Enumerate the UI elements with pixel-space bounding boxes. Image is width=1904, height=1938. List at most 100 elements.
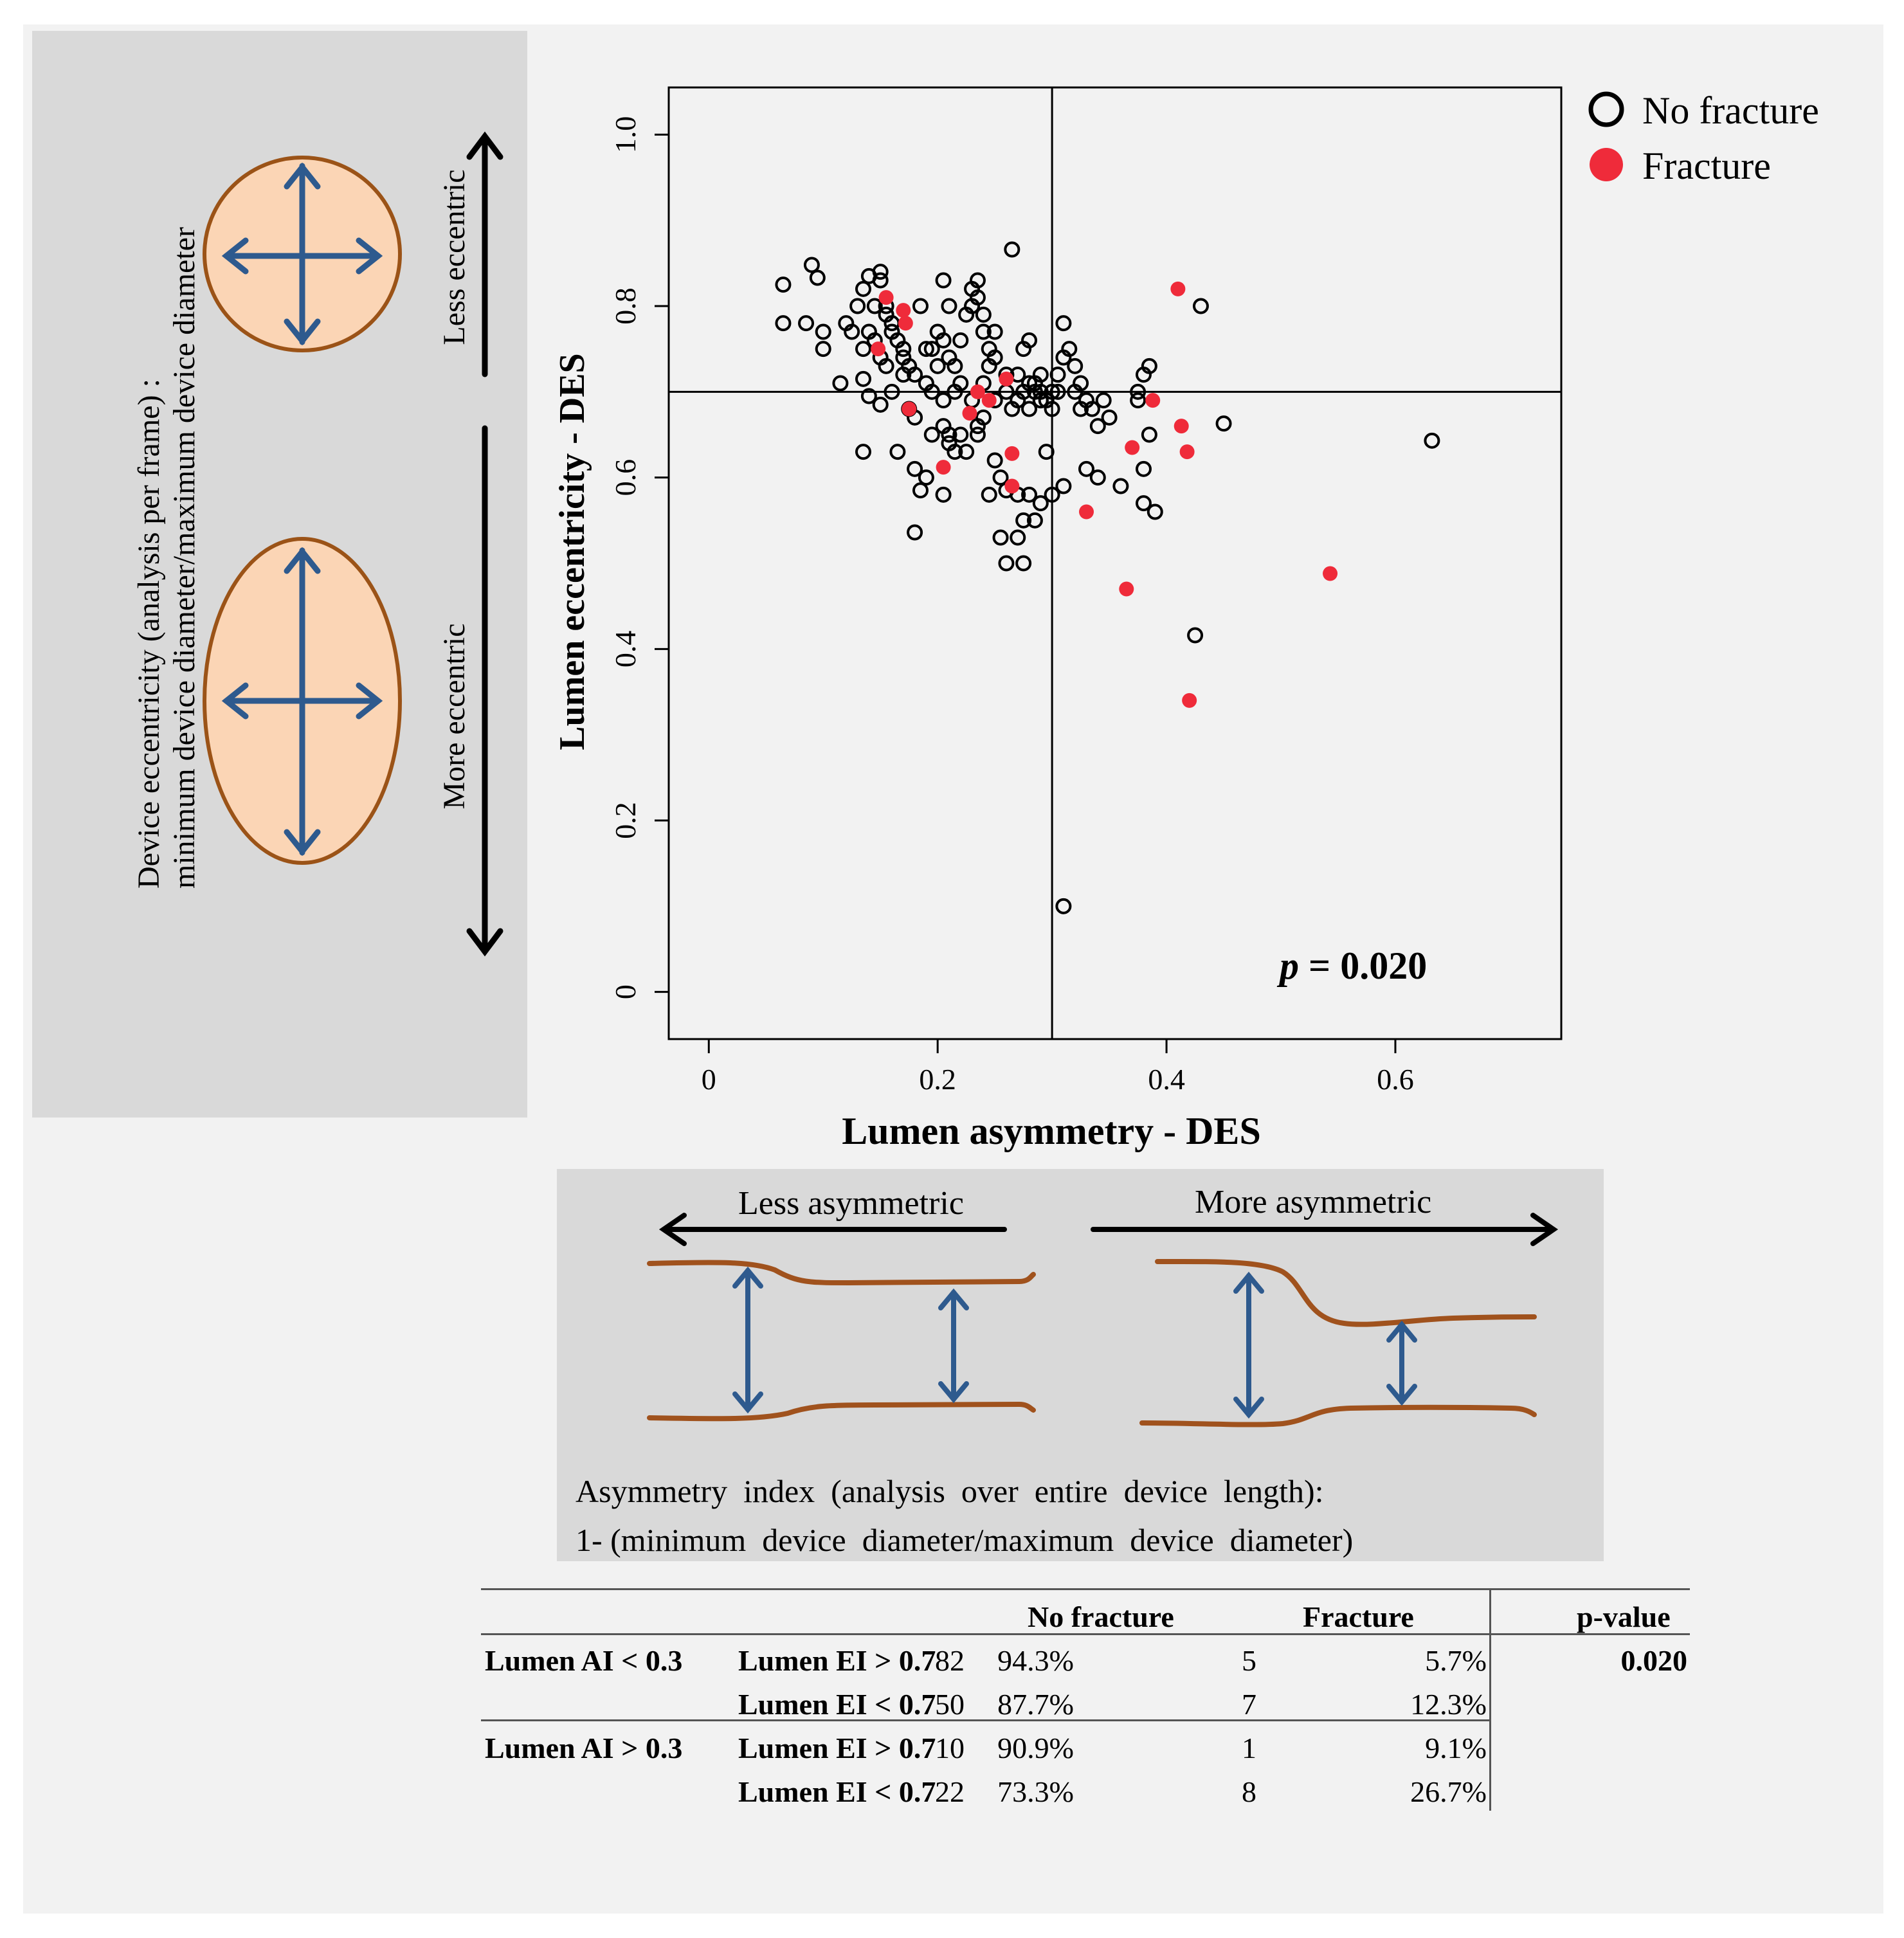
no-fracture-point (884, 383, 900, 400)
no-fracture-point (935, 486, 952, 503)
no-fracture-point (1026, 375, 1043, 392)
less-vessel-bottom-wall (647, 1401, 1036, 1422)
more-eccentric-arrow (466, 425, 503, 957)
y-tick-label: 0.8 (609, 287, 642, 325)
fracture-point (1174, 419, 1189, 434)
no-fracture-point (1055, 349, 1072, 366)
no-fracture-point (1026, 512, 1043, 529)
no-fracture-point (975, 409, 992, 426)
p-value: = 0.020 (1299, 945, 1428, 987)
no-fracture-point (1044, 486, 1060, 503)
x-tick-label: 0.4 (1148, 1063, 1185, 1096)
results-table: No fracture Fracture p-value Lumen AI < … (481, 1588, 1690, 1813)
legend-filled-circle (1590, 148, 1623, 181)
no-fracture-point (1032, 392, 1049, 409)
no-fracture-point (952, 375, 969, 392)
fracture-point (999, 371, 1014, 386)
fracture-point (1119, 581, 1134, 597)
less-asymmetric-arrow (658, 1213, 1007, 1246)
row4-sub: Lumen EI < 0.7 (738, 1775, 936, 1808)
less-eccentric-arrow (466, 131, 503, 377)
no-fracture-point (923, 341, 940, 358)
table-pvalue-divider (1489, 1588, 1491, 1811)
x-axis-title: Lumen asymmetry - DES (842, 1110, 1261, 1152)
y-tick-label: 0.2 (609, 802, 642, 839)
no-fracture-point (1135, 495, 1152, 512)
less-asymmetric-label: Less asymmetric (738, 1185, 964, 1222)
fracture-point (981, 393, 997, 408)
plot-frame (667, 86, 1563, 1040)
asymmetry-panel (557, 1169, 1604, 1561)
row4-nf-n: 22 (935, 1775, 965, 1808)
fracture-point (896, 303, 911, 318)
no-fracture-point (1010, 529, 1026, 546)
no-fracture-point (941, 426, 957, 443)
no-fracture-point (775, 276, 792, 293)
no-fracture-point (884, 323, 900, 340)
row1-group: Lumen AI < 0.3 (485, 1644, 683, 1677)
no-fracture-point (907, 460, 923, 477)
no-fracture-point (878, 358, 894, 374)
y-tick-label: 0.6 (609, 459, 642, 496)
no-fracture-point (832, 375, 849, 392)
vessel-walls (647, 1258, 1537, 1427)
no-fracture-point (1215, 415, 1232, 432)
no-fracture-point (986, 323, 1003, 340)
no-fracture-point (1089, 418, 1106, 435)
no-fracture-point (941, 298, 957, 314)
no-fracture-point (895, 341, 912, 358)
fracture-point (1004, 478, 1020, 494)
row4-nf-pct: 73.3% (997, 1775, 1074, 1808)
no-fracture-point (855, 341, 872, 358)
no-fracture-point (1021, 332, 1038, 349)
no-fracture-point (986, 452, 1003, 469)
legend-no-fracture: No fracture (1642, 89, 1819, 132)
no-fracture-point (952, 332, 969, 349)
row2-f-n: 7 (1242, 1688, 1256, 1721)
header-pvalue: p-value (1577, 1600, 1671, 1633)
table-group-rule (481, 1719, 1491, 1721)
p-value-annotation: p = 0.020 (1280, 944, 1498, 988)
fracture-point (878, 290, 894, 305)
fracture-point (1004, 446, 1020, 461)
row2-sub: Lumen EI < 0.7 (738, 1688, 936, 1721)
no-fracture-point (941, 349, 957, 366)
no-fracture-point (1112, 478, 1129, 494)
legend-markers (1588, 91, 1624, 181)
no-fracture-point (969, 289, 986, 306)
no-fracture-point (947, 444, 963, 460)
no-fracture-point (1067, 383, 1083, 400)
more-asymmetric-arrow (1091, 1213, 1559, 1246)
less-vessel-top-wall (647, 1260, 1036, 1286)
no-fracture-point (1044, 401, 1060, 417)
fracture-point (902, 401, 917, 417)
row1-nf-n: 82 (935, 1644, 965, 1677)
table-header-rule (481, 1633, 1690, 1635)
fracture-point (1145, 393, 1161, 408)
no-fracture-point (918, 341, 934, 358)
no-fracture-point (1055, 478, 1072, 494)
no-fracture-point (969, 426, 986, 443)
fracture-point (936, 460, 951, 475)
no-fracture-point (775, 315, 792, 332)
no-fracture-point (866, 298, 883, 314)
no-fracture-point (929, 358, 946, 374)
fracture-point (898, 316, 913, 331)
table-top-rule (481, 1588, 1690, 1590)
fracture-point (871, 341, 886, 357)
no-fracture-point (935, 392, 952, 409)
no-fracture-point (803, 257, 820, 273)
no-fracture-point (1055, 898, 1072, 914)
no-fracture-point (1049, 367, 1066, 383)
p-italic: p (1280, 945, 1299, 987)
fracture-point (970, 384, 985, 399)
row3-f-pct: 9.1% (1425, 1732, 1487, 1764)
no-fracture-point (1187, 627, 1204, 644)
fracture-point (1079, 504, 1094, 520)
more-asymmetric-label: More asymmetric (1195, 1184, 1432, 1220)
fracture-point (962, 406, 977, 421)
no-fracture-point (1038, 444, 1055, 460)
no-fracture-point (975, 323, 992, 340)
y-tick-label: 0 (609, 984, 642, 999)
